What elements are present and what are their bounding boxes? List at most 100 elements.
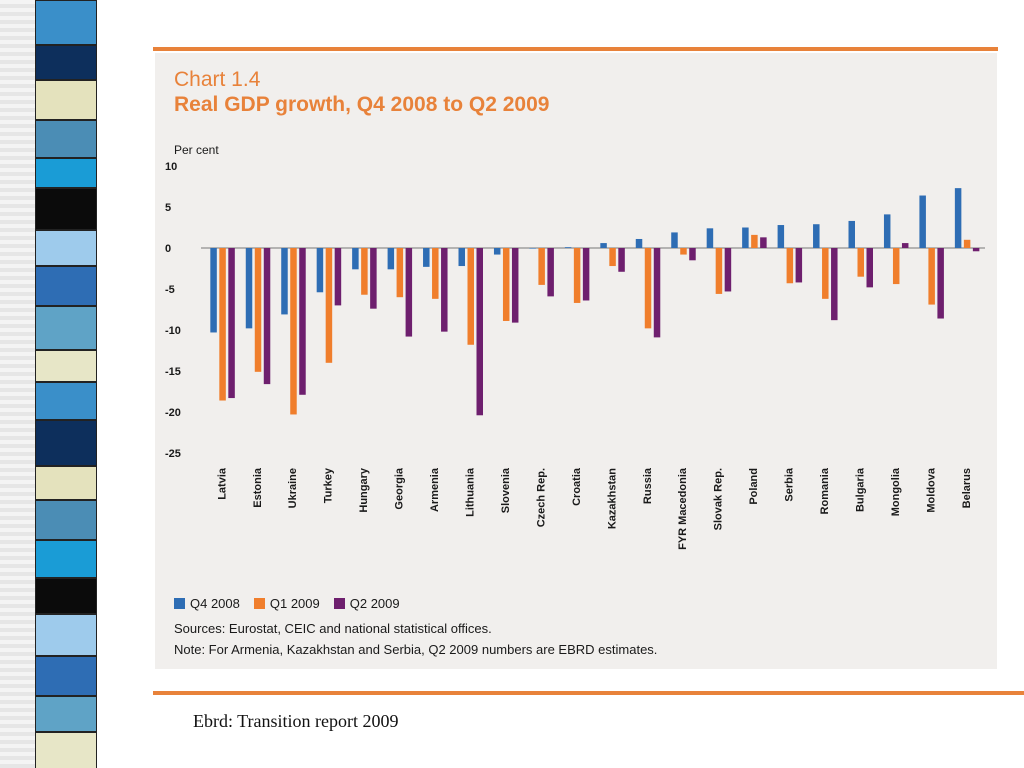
bar bbox=[706, 228, 714, 248]
chart-title: Real GDP growth, Q4 2008 to Q2 2009 bbox=[174, 93, 550, 116]
legend-item-q2-2009: Q2 2009 bbox=[333, 596, 400, 611]
bar bbox=[609, 248, 616, 267]
bar bbox=[689, 248, 696, 261]
x-category-label: Belarus bbox=[961, 468, 973, 508]
x-category-label: Slovak Rep. bbox=[713, 468, 725, 530]
y-tick-label: -5 bbox=[165, 284, 175, 296]
y-tick-label: 5 bbox=[165, 202, 171, 214]
bar bbox=[813, 224, 820, 248]
bar bbox=[724, 248, 732, 292]
bar bbox=[848, 220, 855, 248]
bar bbox=[370, 248, 377, 309]
strip-segment bbox=[35, 266, 97, 306]
legend-swatch bbox=[174, 598, 185, 609]
bar bbox=[219, 248, 226, 401]
x-category-label: Estonia bbox=[252, 467, 264, 508]
legend-swatch bbox=[333, 598, 345, 609]
y-axis-unit: Per cent bbox=[174, 143, 219, 157]
slide-caption: Ebrd: Transition report 2009 bbox=[193, 711, 399, 731]
bar bbox=[680, 248, 687, 255]
legend-label: Q1 2009 bbox=[269, 596, 320, 611]
bar bbox=[777, 225, 785, 248]
bar bbox=[618, 248, 625, 272]
legend-label: Q2 2009 bbox=[349, 596, 400, 611]
strip-segment bbox=[35, 540, 97, 578]
bar bbox=[786, 248, 794, 284]
bar bbox=[254, 248, 262, 372]
x-category-label: Bulgaria bbox=[855, 467, 867, 512]
y-tick-label: -25 bbox=[165, 448, 181, 460]
decorative-strip bbox=[0, 0, 118, 768]
x-category-label: Moldova bbox=[925, 467, 937, 512]
bar bbox=[919, 195, 926, 248]
strip-segment bbox=[35, 696, 97, 732]
strip-segment bbox=[35, 614, 97, 656]
bar bbox=[831, 248, 838, 321]
bar bbox=[892, 248, 900, 285]
bar bbox=[937, 248, 944, 319]
bar-chart: 10 5 0 -5 -10 -15 -20 -25 Latvia Estonia Ukraine Tu… bbox=[165, 161, 985, 550]
bar bbox=[529, 248, 536, 249]
x-category-label: Ukraine bbox=[287, 468, 299, 508]
x-category-label: Serbia bbox=[784, 467, 796, 502]
bar bbox=[396, 248, 404, 298]
bar bbox=[564, 247, 572, 248]
note-text: Note: For Armenia, Kazakhstan and Serbia… bbox=[174, 642, 658, 657]
bar bbox=[387, 248, 395, 270]
x-category-label: Latvia bbox=[216, 467, 228, 500]
bar bbox=[405, 248, 413, 337]
bar bbox=[822, 248, 829, 299]
x-category-label: Georgia bbox=[394, 467, 406, 509]
bar bbox=[502, 248, 510, 321]
y-tick-label: 0 bbox=[165, 243, 171, 255]
bar bbox=[476, 248, 483, 416]
strip-segment bbox=[35, 578, 97, 614]
bar bbox=[635, 238, 643, 248]
bar bbox=[547, 248, 554, 297]
legend-label: Q4 2008 bbox=[190, 596, 240, 611]
bar bbox=[653, 248, 661, 338]
x-category-label: Mongolia bbox=[890, 467, 902, 516]
bar bbox=[493, 248, 501, 255]
bar bbox=[972, 248, 980, 252]
x-category-label: Croatia bbox=[571, 467, 583, 506]
bar bbox=[352, 248, 359, 270]
bar bbox=[432, 248, 439, 299]
y-tick-label: -20 bbox=[165, 407, 181, 419]
bar bbox=[866, 248, 873, 288]
top-rule bbox=[153, 47, 998, 51]
x-category-label: FYR Macedonia bbox=[677, 467, 689, 550]
x-category-label: Kazakhstan bbox=[606, 468, 618, 529]
y-tick-label: -15 bbox=[165, 366, 181, 378]
x-category-label: Czech Rep. bbox=[535, 468, 547, 527]
strip-segment bbox=[35, 230, 97, 266]
bar bbox=[883, 214, 891, 248]
bar bbox=[423, 248, 430, 267]
bar bbox=[715, 248, 723, 294]
bar bbox=[511, 248, 519, 323]
bar bbox=[901, 243, 909, 248]
bar bbox=[954, 188, 962, 248]
x-category-label: Romania bbox=[819, 467, 831, 514]
bar bbox=[538, 248, 545, 285]
strip-segment bbox=[35, 656, 97, 696]
bar bbox=[742, 227, 749, 248]
bar bbox=[290, 248, 297, 415]
x-category-label: Turkey bbox=[323, 467, 335, 503]
y-tick-label: 10 bbox=[165, 161, 177, 173]
bar bbox=[751, 234, 758, 248]
sources-text: Sources: Eurostat, CEIC and national sta… bbox=[174, 621, 492, 636]
x-category-label: Poland bbox=[748, 468, 760, 505]
legend-item-q1-2009: Q1 2009 bbox=[253, 596, 320, 611]
bar bbox=[334, 248, 342, 306]
bar bbox=[441, 248, 448, 332]
strip-edge bbox=[0, 0, 35, 768]
bottom-rule bbox=[153, 691, 1024, 695]
bar bbox=[281, 248, 288, 315]
strip-segment bbox=[35, 466, 97, 500]
strip-segment bbox=[35, 382, 97, 420]
bar bbox=[760, 237, 767, 248]
x-category-label: Slovenia bbox=[500, 467, 512, 513]
strip-segment bbox=[35, 120, 97, 158]
x-category-label: Hungary bbox=[358, 467, 370, 513]
